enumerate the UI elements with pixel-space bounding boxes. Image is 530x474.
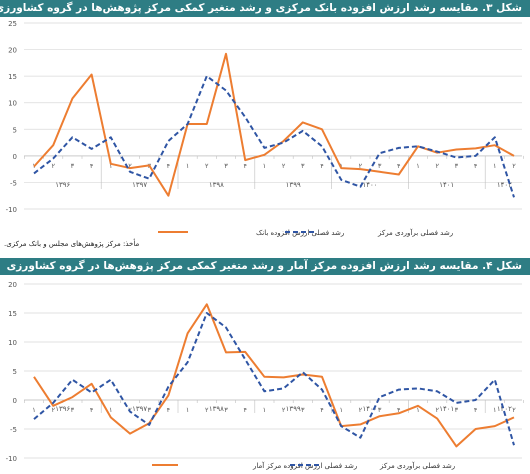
quarter-label: ۴: [397, 406, 401, 414]
quarter-label: ۲: [359, 162, 363, 170]
quarter-label: ۱: [263, 162, 267, 170]
year-label: ۱۳۹۹: [286, 181, 301, 189]
quarter-label: ۴: [474, 162, 478, 170]
quarter-label: ۱: [339, 406, 343, 414]
y-tick-label: 0: [13, 153, 17, 161]
year-label: ۱۴۰۱: [439, 405, 454, 413]
quarter-label: ۳: [301, 406, 305, 414]
quarter-label: ۱: [109, 406, 113, 414]
year-label: ۱۳۹۸: [209, 405, 224, 413]
quarter-label: ۴: [397, 162, 401, 170]
quarter-label: ۲: [51, 406, 55, 414]
quarter-label: ۲: [512, 406, 516, 414]
quarter-label: ۲: [359, 406, 363, 414]
quarter-label: ۴: [167, 162, 171, 170]
quarter-label: ۳: [147, 406, 151, 414]
quarter-label: ۳: [455, 162, 459, 170]
series-line-estimated: [33, 312, 515, 446]
legend-label: رشد فصلی ارزش افزوده مرکز آمار: [252, 461, 357, 470]
y-tick-label: 5: [13, 368, 17, 376]
year-label: ۱۳۹۷: [132, 405, 147, 413]
year-label: ۱۳۹۶: [55, 181, 70, 189]
y-tick-label: -10: [6, 206, 17, 214]
year-label: ۱۳۹۶: [55, 405, 70, 413]
y-tick-label: 15: [8, 73, 17, 81]
quarter-label: ۱: [416, 406, 420, 414]
quarter-label: ۲: [282, 162, 286, 170]
quarter-label: ۴: [320, 406, 324, 414]
quarter-label: ۳: [71, 406, 75, 414]
legend-label: رشد فصلی برآوردی مرکز: [379, 461, 455, 470]
year-label: ۱۳۹۷: [132, 181, 147, 189]
y-tick-label: 20: [8, 281, 17, 289]
series-line-actual: [33, 303, 515, 448]
quarter-label: ۲: [205, 162, 209, 170]
year-label: ۱۴۰۰: [362, 181, 377, 189]
y-tick-label: 10: [8, 100, 17, 108]
year-label: ۱۴۰۲: [497, 181, 512, 189]
year-label: ۱۴۰۲: [497, 405, 512, 413]
quarter-label: ۴: [167, 406, 171, 414]
year-label: ۱۳۹۹: [286, 405, 301, 413]
legend-label: رشد فصلی برآوردی مرکز: [377, 228, 453, 237]
quarter-label: ۲: [128, 162, 132, 170]
quarter-label: ۲: [128, 406, 132, 414]
quarter-label: ۳: [224, 162, 228, 170]
quarter-label: ۳: [455, 406, 459, 414]
year-label: ۱۴۰۱: [439, 181, 454, 189]
quarter-label: ۳: [301, 162, 305, 170]
quarter-label: ۱: [263, 406, 267, 414]
quarter-label: ۲: [435, 162, 439, 170]
series-line-estimated: [33, 75, 515, 198]
y-tick-label: 25: [8, 20, 17, 28]
source-note: مأخذ: مرکز پژوهش‌های مجلس و بانک مرکزی.: [4, 240, 140, 248]
y-tick-label: -5: [10, 426, 17, 434]
year-label: ۱۴۰۰: [362, 405, 377, 413]
series-line-actual: [33, 52, 515, 197]
quarter-label: ۱: [416, 162, 420, 170]
quarter-label: ۳: [224, 406, 228, 414]
quarter-label: ۳: [378, 162, 382, 170]
y-tick-label: 0: [13, 397, 17, 405]
quarter-label: ۴: [243, 162, 247, 170]
quarter-label: ۳: [378, 406, 382, 414]
quarter-label: ۱: [32, 406, 36, 414]
quarter-label: ۲: [282, 406, 286, 414]
quarter-label: ۴: [320, 162, 324, 170]
y-tick-label: -10: [6, 455, 17, 463]
quarter-label: ۲: [512, 162, 516, 170]
quarter-label: ۱: [186, 162, 190, 170]
year-label: ۱۳۹۸: [209, 181, 224, 189]
y-tick-label: 5: [13, 126, 17, 134]
quarter-label: ۲: [435, 406, 439, 414]
y-tick-label: 20: [8, 47, 17, 55]
chart2-title: شکل ۴. مقایسه رشد ارزش افزوده مرکز آمار …: [0, 258, 530, 275]
y-tick-label: 15: [8, 310, 17, 318]
quarter-label: ۱: [186, 406, 190, 414]
y-tick-label: 10: [8, 339, 17, 347]
quarter-label: ۱: [493, 162, 497, 170]
chart1-title: شکل ۳. مقایسه رشد ارزش افزوده بانک مرکزی…: [0, 0, 530, 17]
legend-label: رشد فصلی ارزش افزوده بانک: [256, 229, 344, 237]
y-tick-label: -5: [10, 179, 17, 187]
quarter-label: ۱: [109, 162, 113, 170]
quarter-label: ۲: [205, 406, 209, 414]
quarter-label: ۲: [51, 162, 55, 170]
quarter-label: ۴: [243, 406, 247, 414]
quarter-label: ۴: [90, 162, 94, 170]
quarter-label: ۳: [71, 162, 75, 170]
quarter-label: ۱: [493, 406, 497, 414]
quarter-label: ۴: [474, 406, 478, 414]
quarter-label: ۴: [90, 406, 94, 414]
